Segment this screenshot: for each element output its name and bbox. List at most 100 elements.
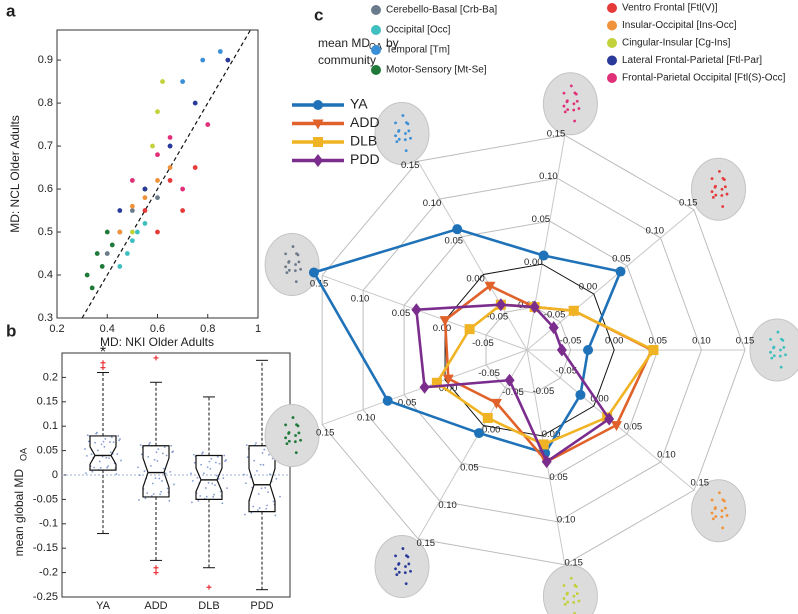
jitter-dot	[268, 473, 271, 476]
jitter-dot	[259, 463, 262, 466]
brain-dot	[404, 565, 407, 568]
r-tick-label: 0.15	[736, 336, 755, 347]
r-tick-label: 0.00	[482, 425, 501, 436]
jitter-dot	[203, 472, 205, 475]
jitter-dot	[244, 482, 247, 485]
brain-dot	[405, 121, 408, 125]
jitter-dot	[157, 448, 160, 451]
r-tick-label: 0.10	[692, 336, 711, 347]
jitter-dot	[267, 491, 269, 494]
brain-dot	[720, 194, 724, 197]
jitter-dot	[173, 483, 175, 486]
jitter-dot	[207, 481, 210, 484]
y-tick-label: 0.2	[43, 371, 58, 383]
brain-dot	[721, 498, 725, 502]
brain-dot	[772, 354, 776, 358]
brain-dot	[776, 330, 780, 334]
scatter-point	[117, 264, 123, 269]
jitter-dot	[164, 472, 167, 475]
brain-dot	[284, 436, 288, 440]
scatter-point	[155, 178, 160, 183]
jitter-dot	[150, 465, 152, 467]
radar-marker	[382, 395, 393, 406]
legend-swatch	[607, 20, 617, 31]
brain-dot	[770, 356, 774, 360]
brain-image	[542, 564, 598, 614]
brain-dot	[725, 514, 729, 517]
legend-label: Insular-Occipital [Ins-Occ]	[622, 20, 737, 31]
brain-dot	[721, 205, 725, 208]
scatter-point	[180, 186, 186, 192]
brain-dot	[779, 365, 783, 369]
brain-dot	[397, 129, 401, 132]
brain-dot	[573, 611, 576, 614]
brain-dot	[723, 185, 727, 189]
jitter-dot	[170, 444, 173, 447]
jitter-dot	[155, 451, 158, 454]
r-tick-label: -0.05	[502, 387, 524, 398]
brain-dot	[565, 99, 569, 103]
brain-dot	[782, 346, 786, 349]
y-tick-label: 0.7	[38, 140, 53, 152]
scatter-point	[135, 229, 140, 235]
jitter-dot	[214, 484, 216, 486]
jitter-dot	[107, 465, 109, 467]
r-tick-label: 0.05	[649, 336, 668, 347]
y-tick-label: 0.6	[38, 183, 53, 195]
jitter-dot	[221, 502, 224, 505]
brain-dot	[577, 599, 581, 603]
legend-label: PDD	[350, 151, 380, 167]
jitter-dot	[212, 495, 215, 498]
box	[248, 445, 276, 513]
jitter-dot	[257, 493, 260, 495]
jitter-dot	[196, 476, 199, 479]
scatter-point	[155, 195, 160, 201]
jitter-dot	[120, 459, 122, 462]
scatter-point	[180, 208, 186, 213]
jitter-dot	[116, 453, 119, 455]
box	[195, 454, 223, 500]
jitter-dot	[147, 455, 150, 458]
r-tick-label: 0.15	[547, 128, 566, 139]
radar-title: community	[318, 53, 376, 67]
jitter-dot	[158, 477, 161, 480]
jitter-dot	[208, 460, 211, 463]
y-tick-label: 0.05	[37, 445, 58, 457]
r-tick-label: 0.00	[524, 257, 543, 268]
r-tick-label: 0.00	[439, 383, 458, 394]
jitter-dot	[163, 446, 166, 448]
brain-dot	[291, 416, 295, 419]
r-tick-label: 0.15	[564, 558, 583, 569]
brain-dot	[575, 592, 579, 596]
r-tick-label: 0.05	[460, 462, 479, 473]
panel-letter: a	[6, 1, 16, 20]
brain-dot	[294, 434, 297, 437]
brain-dot	[562, 584, 566, 587]
brain-dot	[710, 498, 714, 502]
radar-ring	[444, 263, 615, 437]
jitter-dot	[204, 487, 207, 489]
scatter-point	[167, 143, 173, 149]
y-tick-label: 0.4	[38, 269, 53, 281]
brain-dot	[403, 138, 407, 142]
jitter-dot	[264, 486, 267, 489]
radar-marker	[452, 224, 463, 235]
scatter-point	[150, 143, 155, 149]
brain-dot	[720, 515, 724, 519]
jitter-dot	[223, 454, 226, 457]
brain-dot	[711, 517, 715, 521]
brain-dot	[294, 280, 298, 284]
jitter-dot	[86, 434, 89, 437]
radar-marker	[312, 119, 324, 130]
brain-dot	[404, 132, 407, 135]
scatter-point	[155, 109, 160, 115]
brain-dot	[718, 169, 721, 173]
jitter-dot	[191, 479, 194, 482]
brain-dot	[772, 345, 776, 349]
scatter-point	[129, 208, 135, 213]
brain-dot	[784, 353, 787, 357]
brain-dot	[284, 265, 288, 269]
jitter-dot	[140, 453, 143, 456]
brain-image	[691, 479, 747, 543]
outlier	[206, 584, 212, 590]
